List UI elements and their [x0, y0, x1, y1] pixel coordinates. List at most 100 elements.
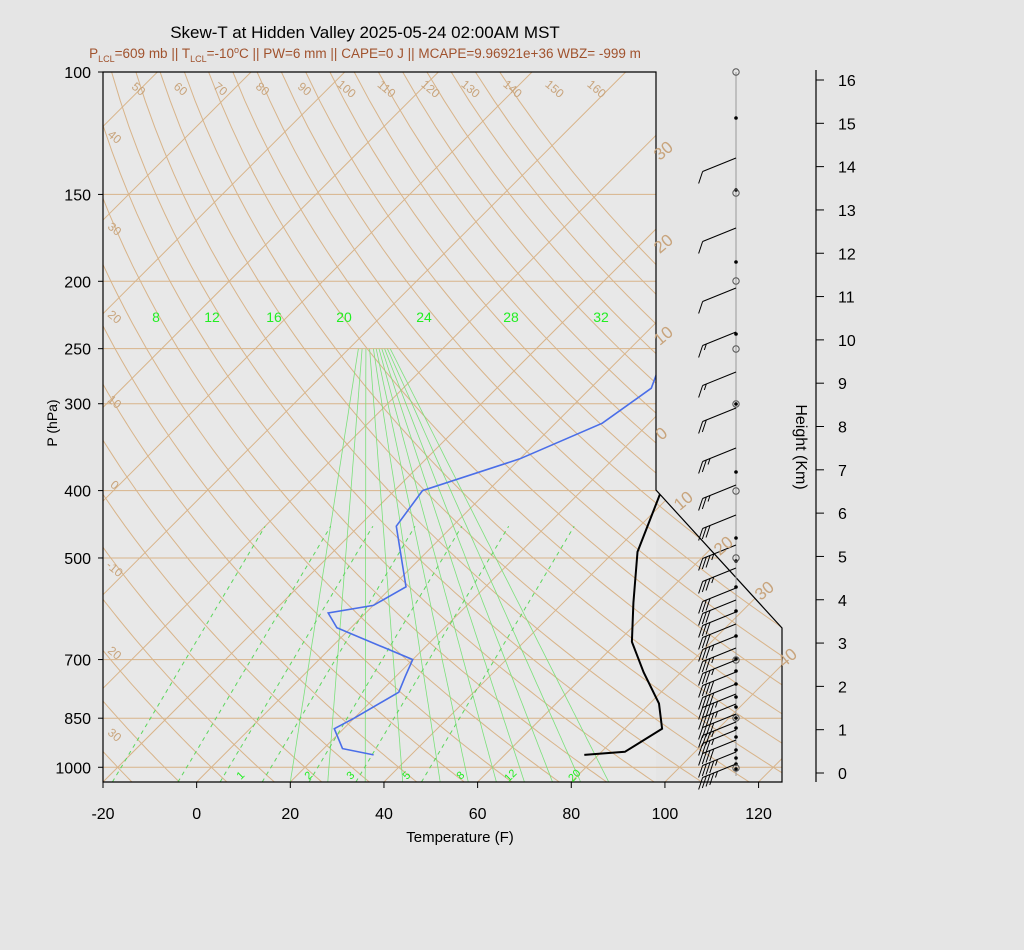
y-axis-label: P (hPa)	[44, 399, 60, 446]
wind-level-ring	[732, 487, 740, 495]
wind-barb	[698, 713, 737, 740]
wind-barb-staff	[702, 721, 737, 736]
subtitle-tlcl-sub: LCL	[190, 54, 207, 64]
dry-adiabat-line	[353, 72, 782, 782]
wind-barb-flag	[701, 599, 707, 613]
wind-barb-flag	[698, 385, 704, 398]
wind-level-dot	[734, 735, 738, 739]
wind-barb	[698, 647, 737, 674]
x-tick-label: 80	[562, 806, 580, 823]
wind-level-ring	[732, 277, 740, 285]
wind-barb-column	[698, 68, 740, 790]
wind-barb-flag	[701, 526, 707, 540]
wind-level-dot	[734, 116, 738, 120]
wind-barb-half-flag	[714, 771, 718, 778]
wind-barb	[698, 659, 737, 686]
wind-barb-staff	[702, 407, 737, 422]
wind-barb	[698, 587, 737, 614]
wind-barb-flag	[709, 692, 715, 706]
wind-barb	[698, 331, 737, 358]
subtitle-plcl-value: =609 mb || T	[115, 46, 190, 61]
height-tick-label: 13	[838, 203, 856, 220]
wind-barb	[698, 514, 737, 541]
chart-title: Skew-T at Hidden Valley 2025-05-24 02:00…	[170, 23, 560, 42]
moist-adiabat-line	[387, 348, 581, 782]
wind-barb-flag	[701, 741, 707, 755]
wind-barb-half-flag	[711, 730, 715, 738]
dry-adiabat-line	[377, 72, 782, 782]
plot-background	[103, 72, 656, 782]
wind-barb-flag	[698, 345, 704, 358]
wind-barb-flag	[701, 635, 707, 649]
wind-barb-flag	[701, 763, 707, 777]
wind-level-dot	[734, 716, 738, 720]
subtitle-plcl-sub: LCL	[98, 54, 115, 64]
wind-barb-flag	[705, 658, 711, 671]
wind-barb-staff	[702, 331, 737, 346]
wind-barb-flag	[698, 753, 704, 766]
wind-barb-flag	[698, 171, 704, 184]
y-tick-label: 700	[64, 653, 91, 670]
moist-adiabat-label: 8	[152, 309, 160, 325]
wind-barb	[698, 599, 737, 626]
moist-adiabat-line	[369, 348, 404, 782]
wind-level-ring	[732, 68, 740, 76]
wind-barb-half-flag	[714, 711, 718, 718]
wind-barb-flag	[698, 421, 704, 434]
height-tick-label: 12	[838, 246, 856, 263]
y-tick-label: 150	[64, 187, 91, 204]
wind-barb	[698, 544, 737, 571]
wind-barb	[698, 611, 737, 638]
isotherm-line	[103, 72, 439, 782]
height-tick-label: 15	[838, 116, 856, 133]
dry-adiabat-line	[103, 72, 655, 782]
moist-adiabat-label: 24	[416, 309, 432, 325]
height-tick-label: 10	[838, 333, 856, 350]
labels-layer: -20 0 20 40 60 80 100 1201001502002503004005007…	[55, 65, 855, 823]
wind-barb	[698, 287, 737, 314]
wind-barb-flag	[701, 496, 707, 510]
wind-barb-flag	[698, 649, 704, 662]
wind-level-ring	[732, 189, 740, 197]
height-axis-label: Height (Km)	[792, 404, 809, 489]
dry-adiabat-line	[329, 72, 782, 782]
wind-barb-staff	[702, 544, 737, 559]
dry-adiabat-line	[280, 72, 782, 782]
wind-barb	[698, 371, 737, 398]
moist-adiabat-line	[384, 348, 553, 782]
wind-barb	[698, 703, 737, 730]
wind-barb-flag	[701, 733, 707, 747]
x-tick-label: 120	[745, 806, 772, 823]
wind-level-dot	[734, 767, 738, 771]
wind-barb-half-flag	[711, 644, 715, 652]
height-tick-label: 9	[838, 376, 847, 393]
wind-barb	[698, 763, 737, 790]
wind-barb-staff	[702, 693, 737, 708]
wind-barb-staff	[702, 635, 737, 650]
isotherm-label-right: 30	[751, 577, 778, 604]
wind-barb-staff	[702, 659, 737, 674]
height-tick-label: 2	[838, 679, 847, 696]
wind-barb-flag	[701, 659, 707, 673]
wind-barb-flag	[698, 637, 704, 650]
height-tick-label: 11	[838, 290, 855, 307]
x-axis-label: Temperature (F)	[406, 829, 514, 846]
wind-level-ring	[732, 764, 740, 772]
wind-barb	[698, 693, 737, 720]
moist-adiabat-label: 16	[266, 309, 282, 325]
wind-barb-staff	[702, 623, 737, 638]
dry-adiabat-line	[256, 72, 782, 782]
wind-barb-flag	[705, 622, 711, 635]
moist-adiabat-line	[289, 348, 359, 782]
wind-barb-flag	[705, 610, 711, 623]
wind-level-dot	[734, 402, 738, 406]
wind-barb-flag	[705, 694, 711, 707]
wind-barb-flag	[701, 623, 707, 637]
wind-barb-flag	[701, 579, 707, 593]
wind-barb-staff	[702, 739, 737, 754]
wind-barb	[698, 407, 737, 434]
wind-barb-flag	[705, 714, 711, 727]
wind-barb-half-flag	[711, 668, 715, 676]
height-tick-label: 1	[838, 723, 847, 740]
